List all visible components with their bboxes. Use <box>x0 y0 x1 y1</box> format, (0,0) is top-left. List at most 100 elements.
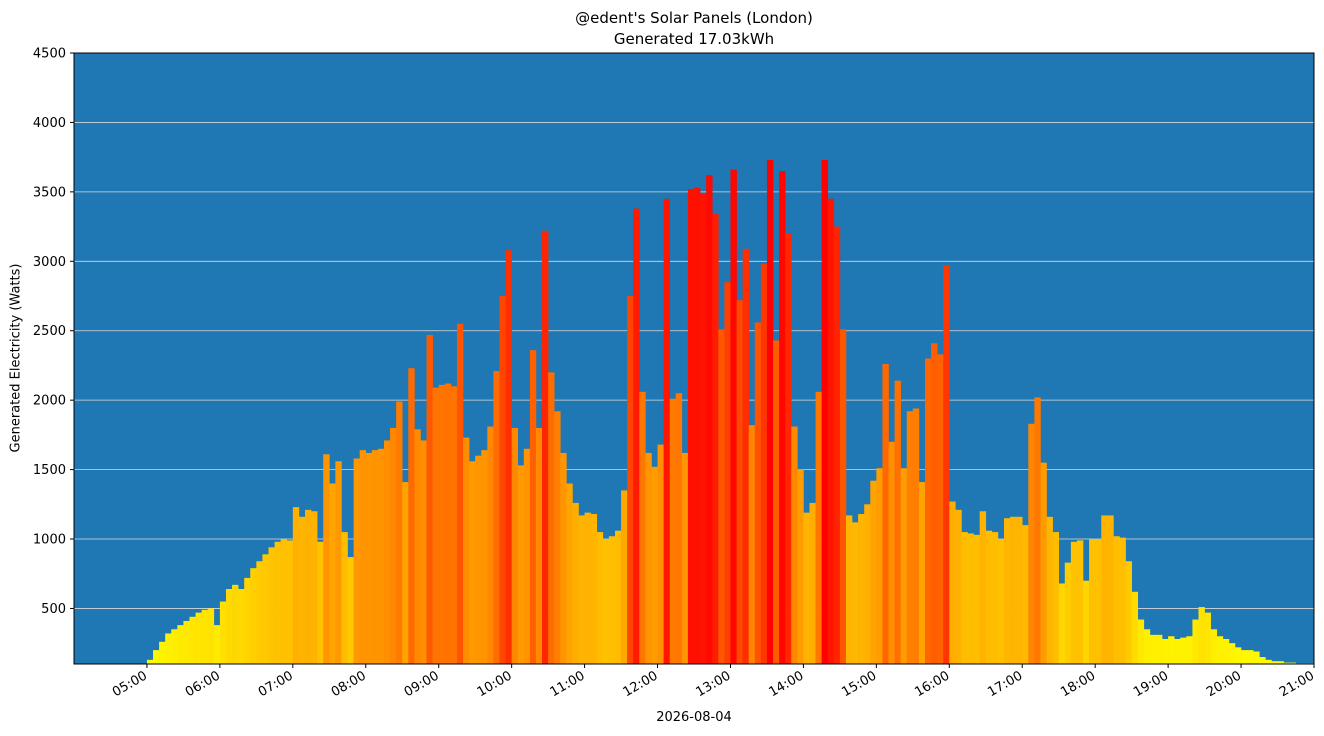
bar <box>736 300 743 664</box>
x-tick-label: 15:00 <box>839 668 879 700</box>
bar <box>347 557 354 664</box>
bar <box>852 522 859 664</box>
bar <box>475 455 482 664</box>
bar <box>1010 516 1017 664</box>
y-tick-label: 3500 <box>33 185 66 200</box>
bar <box>341 532 348 664</box>
bar <box>523 448 531 664</box>
bar <box>1277 661 1284 664</box>
bar <box>384 440 391 664</box>
bar <box>450 386 458 664</box>
bar <box>657 444 664 664</box>
bar <box>444 383 452 664</box>
bar <box>961 532 968 664</box>
bar <box>317 541 324 664</box>
bar <box>1125 561 1132 664</box>
x-tick-label: 13:00 <box>694 668 734 700</box>
y-tick-label: 500 <box>41 602 66 617</box>
bar <box>554 411 561 664</box>
bar <box>621 490 628 664</box>
bar <box>669 398 677 664</box>
bar <box>1034 397 1041 664</box>
bar <box>517 465 525 664</box>
x-tick-label: 05:00 <box>110 668 150 700</box>
bar <box>894 380 901 664</box>
bar <box>1095 539 1102 664</box>
y-tick-label: 2000 <box>33 394 66 409</box>
bar <box>244 577 251 664</box>
bar <box>779 171 786 664</box>
x-tick-label: 08:00 <box>329 668 369 700</box>
bar <box>1283 662 1290 664</box>
bar <box>1253 651 1260 664</box>
bar <box>286 540 294 664</box>
bar <box>760 264 768 664</box>
bar <box>870 480 877 664</box>
bar <box>627 296 634 664</box>
bar <box>912 408 920 664</box>
bar <box>931 343 938 664</box>
bar <box>803 512 810 664</box>
bar <box>633 208 640 664</box>
x-tick-label: 07:00 <box>256 668 296 700</box>
bar <box>900 468 908 664</box>
bar <box>979 511 987 664</box>
bar <box>858 514 865 664</box>
x-tick-label: 06:00 <box>183 668 223 700</box>
y-tick-label: 1500 <box>33 463 66 478</box>
bar <box>1289 662 1297 664</box>
bar <box>602 539 610 664</box>
bar <box>724 282 731 665</box>
bar <box>207 608 215 664</box>
bar <box>542 230 549 664</box>
bar <box>377 448 385 664</box>
chart-title: @edent's Solar Panels (London) <box>575 9 813 27</box>
bar <box>833 226 841 664</box>
bar <box>718 329 725 664</box>
bars-group <box>146 159 1315 665</box>
bar <box>195 612 202 664</box>
y-axis-ticks: 500 1000 1500 2000 2500 3000 3500 4000 4500 <box>33 47 74 617</box>
bar <box>408 368 415 664</box>
bar <box>146 659 154 664</box>
bar <box>1180 637 1187 664</box>
bar <box>548 372 555 664</box>
bar <box>566 483 573 664</box>
bar <box>1064 562 1072 664</box>
bar <box>1076 540 1084 664</box>
bar <box>402 482 409 664</box>
x-tick-label: 16:00 <box>912 668 952 700</box>
bar <box>396 401 403 664</box>
x-tick-label: 18:00 <box>1058 668 1098 700</box>
x-tick-label: 11:00 <box>548 668 588 700</box>
bar <box>742 248 750 665</box>
bar <box>608 536 616 664</box>
y-tick-label: 1000 <box>33 533 66 548</box>
bar <box>882 364 889 664</box>
bar <box>730 169 737 664</box>
bar <box>153 650 160 664</box>
bar <box>438 384 446 664</box>
bar <box>1186 636 1193 664</box>
bar <box>353 458 360 664</box>
bar <box>493 371 500 664</box>
bar <box>815 391 822 664</box>
bar <box>572 502 579 664</box>
bar <box>1052 532 1060 664</box>
bar <box>773 340 780 664</box>
bar <box>809 502 816 664</box>
x-tick-label: 20:00 <box>1204 668 1244 700</box>
bar <box>937 354 944 664</box>
bar <box>1222 639 1230 664</box>
bar <box>304 509 312 664</box>
bar <box>1131 591 1139 664</box>
bar <box>694 187 701 664</box>
bar <box>456 323 464 664</box>
bar <box>481 450 488 664</box>
x-tick-label: 14:00 <box>766 668 806 700</box>
bar <box>766 159 774 664</box>
x-tick-label: 19:00 <box>1131 668 1171 700</box>
x-tick-label: 10:00 <box>475 668 515 700</box>
bar <box>335 461 342 664</box>
